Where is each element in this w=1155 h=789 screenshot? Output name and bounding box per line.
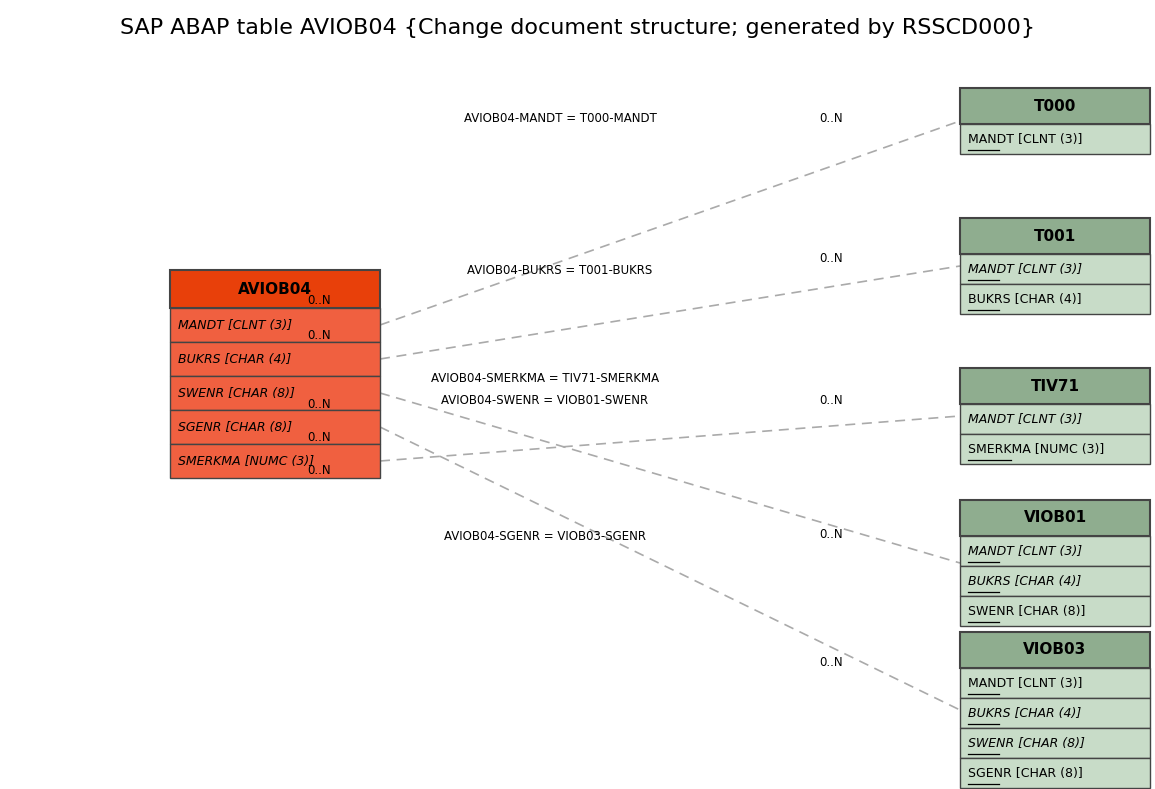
Text: 0..N: 0..N <box>307 431 330 443</box>
Text: VIOB01: VIOB01 <box>1023 510 1087 525</box>
Bar <box>170 376 380 410</box>
Text: BUKRS [CHAR (4)]: BUKRS [CHAR (4)] <box>968 293 1081 305</box>
Text: AVIOB04-SMERKMA = TIV71-SMERKMA: AVIOB04-SMERKMA = TIV71-SMERKMA <box>431 372 660 384</box>
Text: 0..N: 0..N <box>819 528 843 540</box>
Text: SMERKMA [NUMC (3)]: SMERKMA [NUMC (3)] <box>968 443 1104 455</box>
Text: SGENR [CHAR (8)]: SGENR [CHAR (8)] <box>968 766 1082 780</box>
Text: AVIOB04-BUKRS = T001-BUKRS: AVIOB04-BUKRS = T001-BUKRS <box>468 264 653 276</box>
Bar <box>960 566 1150 596</box>
Bar <box>960 596 1150 626</box>
Text: 0..N: 0..N <box>819 252 843 264</box>
Bar <box>960 758 1150 788</box>
Text: SGENR [CHAR (8)]: SGENR [CHAR (8)] <box>178 421 292 433</box>
Bar <box>170 308 380 342</box>
Text: MANDT [CLNT (3)]: MANDT [CLNT (3)] <box>178 319 292 331</box>
Text: MANDT [CLNT (3)]: MANDT [CLNT (3)] <box>968 133 1082 145</box>
Text: 0..N: 0..N <box>307 463 330 477</box>
Text: MANDT [CLNT (3)]: MANDT [CLNT (3)] <box>968 676 1082 690</box>
Bar <box>960 218 1150 254</box>
Text: BUKRS [CHAR (4)]: BUKRS [CHAR (4)] <box>968 706 1081 720</box>
Text: TIV71: TIV71 <box>1030 379 1080 394</box>
Bar <box>960 698 1150 728</box>
Text: 0..N: 0..N <box>819 111 843 125</box>
Bar <box>170 342 380 376</box>
Text: T001: T001 <box>1034 229 1076 244</box>
Text: SAP ABAP table AVIOB04 {Change document structure; generated by RSSCD000}: SAP ABAP table AVIOB04 {Change document … <box>120 18 1035 38</box>
Text: BUKRS [CHAR (4)]: BUKRS [CHAR (4)] <box>968 574 1081 588</box>
Bar <box>960 500 1150 536</box>
Text: SMERKMA [NUMC (3)]: SMERKMA [NUMC (3)] <box>178 454 314 468</box>
Text: MANDT [CLNT (3)]: MANDT [CLNT (3)] <box>968 413 1082 425</box>
Text: 0..N: 0..N <box>307 398 330 410</box>
Bar <box>960 632 1150 668</box>
Bar <box>960 88 1150 124</box>
Bar <box>960 536 1150 566</box>
Text: 0..N: 0..N <box>819 394 843 406</box>
Text: T000: T000 <box>1034 99 1076 114</box>
Bar <box>960 728 1150 758</box>
Text: AVIOB04-SGENR = VIOB03-SGENR: AVIOB04-SGENR = VIOB03-SGENR <box>444 529 646 543</box>
Text: AVIOB04-SWENR = VIOB01-SWENR: AVIOB04-SWENR = VIOB01-SWENR <box>441 394 649 406</box>
Bar <box>960 284 1150 314</box>
Text: MANDT [CLNT (3)]: MANDT [CLNT (3)] <box>968 263 1082 275</box>
Text: 0..N: 0..N <box>307 328 330 342</box>
Text: VIOB03: VIOB03 <box>1023 642 1087 657</box>
Text: SWENR [CHAR (8)]: SWENR [CHAR (8)] <box>178 387 295 399</box>
Text: BUKRS [CHAR (4)]: BUKRS [CHAR (4)] <box>178 353 291 365</box>
Text: AVIOB04: AVIOB04 <box>238 282 312 297</box>
Bar <box>960 124 1150 154</box>
Bar <box>170 444 380 478</box>
Text: SWENR [CHAR (8)]: SWENR [CHAR (8)] <box>968 604 1086 618</box>
Text: 0..N: 0..N <box>307 294 330 306</box>
Bar <box>960 404 1150 434</box>
Bar <box>960 368 1150 404</box>
Bar <box>960 668 1150 698</box>
Bar <box>960 254 1150 284</box>
Text: SWENR [CHAR (8)]: SWENR [CHAR (8)] <box>968 736 1085 750</box>
Bar <box>170 410 380 444</box>
Bar <box>960 434 1150 464</box>
Text: AVIOB04-MANDT = T000-MANDT: AVIOB04-MANDT = T000-MANDT <box>463 111 656 125</box>
Bar <box>170 270 380 308</box>
Text: 0..N: 0..N <box>819 656 843 668</box>
Text: MANDT [CLNT (3)]: MANDT [CLNT (3)] <box>968 544 1082 558</box>
